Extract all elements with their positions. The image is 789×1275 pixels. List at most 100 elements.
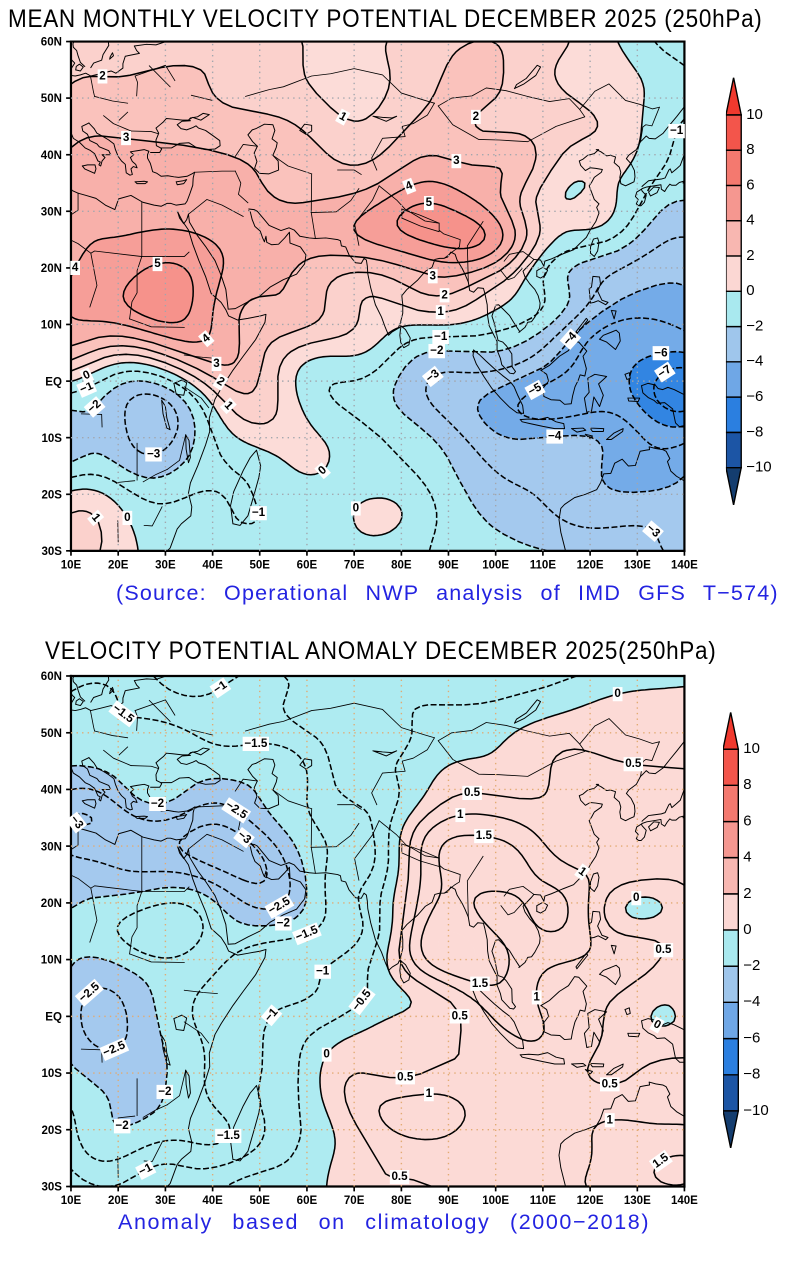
svg-text:−1: −1 xyxy=(78,379,96,396)
svg-text:−4: −4 xyxy=(548,430,562,443)
svg-text:0: 0 xyxy=(353,502,359,515)
svg-text:60N: 60N xyxy=(41,671,62,683)
svg-text:10: 10 xyxy=(743,740,760,757)
svg-text:1: 1 xyxy=(533,990,540,1003)
svg-text:40E: 40E xyxy=(202,559,223,571)
svg-text:0.5: 0.5 xyxy=(391,1170,408,1183)
svg-text:−1.5: −1.5 xyxy=(217,1129,241,1142)
svg-text:30N: 30N xyxy=(41,206,62,218)
svg-text:70E: 70E xyxy=(344,1195,365,1207)
svg-text:140E: 140E xyxy=(671,1195,698,1207)
svg-text:0: 0 xyxy=(124,511,130,524)
svg-text:90E: 90E xyxy=(438,1195,459,1207)
svg-text:−4: −4 xyxy=(746,353,763,370)
svg-text:6: 6 xyxy=(746,176,754,193)
svg-text:20E: 20E xyxy=(108,1195,129,1207)
svg-text:4: 4 xyxy=(72,261,79,274)
svg-text:20S: 20S xyxy=(41,489,62,501)
svg-text:4: 4 xyxy=(404,178,415,193)
svg-text:−2: −2 xyxy=(115,1119,129,1132)
svg-text:10S: 10S xyxy=(41,1068,62,1080)
svg-text:1: 1 xyxy=(426,1087,433,1100)
svg-text:−7: −7 xyxy=(655,363,673,381)
svg-text:−5: −5 xyxy=(526,380,544,398)
svg-text:50N: 50N xyxy=(41,93,62,105)
svg-text:100E: 100E xyxy=(482,1195,509,1207)
svg-text:−1: −1 xyxy=(434,330,448,343)
svg-text:110E: 110E xyxy=(530,1195,557,1207)
svg-text:30E: 30E xyxy=(155,1195,176,1207)
svg-text:8: 8 xyxy=(746,141,754,158)
svg-text:EQ: EQ xyxy=(45,376,62,388)
svg-text:60N: 60N xyxy=(41,37,62,49)
svg-text:40N: 40N xyxy=(41,150,62,162)
svg-text:1.5: 1.5 xyxy=(472,977,489,990)
svg-text:−2: −2 xyxy=(743,957,760,974)
svg-text:5: 5 xyxy=(154,257,161,270)
svg-text:−8: −8 xyxy=(746,423,763,440)
svg-text:60E: 60E xyxy=(297,1195,318,1207)
svg-text:0: 0 xyxy=(633,891,639,904)
svg-text:−4: −4 xyxy=(743,993,760,1010)
svg-text:4: 4 xyxy=(746,212,754,229)
svg-text:10: 10 xyxy=(746,106,763,123)
svg-text:20S: 20S xyxy=(41,1125,62,1137)
svg-text:20N: 20N xyxy=(41,263,62,275)
svg-text:40E: 40E xyxy=(202,1195,223,1207)
svg-text:5: 5 xyxy=(426,196,433,209)
svg-text:6: 6 xyxy=(743,812,751,829)
svg-text:2: 2 xyxy=(473,110,480,123)
svg-text:80E: 80E xyxy=(391,559,412,571)
svg-text:80E: 80E xyxy=(391,1195,412,1207)
svg-text:−1: −1 xyxy=(670,124,684,137)
svg-text:2: 2 xyxy=(746,247,754,264)
svg-text:0: 0 xyxy=(614,687,620,700)
svg-text:10E: 10E xyxy=(61,559,82,571)
svg-text:3: 3 xyxy=(453,154,460,167)
svg-text:−2: −2 xyxy=(151,797,165,810)
svg-text:120E: 120E xyxy=(577,559,604,571)
svg-text:−1: −1 xyxy=(137,1160,155,1178)
svg-text:50N: 50N xyxy=(41,728,62,740)
svg-text:10N: 10N xyxy=(41,955,62,967)
svg-text:−1: −1 xyxy=(252,506,266,519)
svg-text:30E: 30E xyxy=(155,559,176,571)
svg-text:1: 1 xyxy=(606,1113,613,1126)
svg-text:−6: −6 xyxy=(743,1029,760,1046)
svg-text:2: 2 xyxy=(743,885,751,902)
svg-text:30S: 30S xyxy=(41,546,62,558)
svg-text:90E: 90E xyxy=(438,559,459,571)
svg-text:10S: 10S xyxy=(41,433,62,445)
svg-text:1: 1 xyxy=(457,808,464,821)
svg-text:20N: 20N xyxy=(41,898,62,910)
svg-text:−1: −1 xyxy=(316,965,330,978)
svg-text:100E: 100E xyxy=(482,559,509,571)
svg-text:−1.5: −1.5 xyxy=(244,737,268,750)
svg-text:0.5: 0.5 xyxy=(397,1070,414,1083)
svg-text:0: 0 xyxy=(743,921,751,938)
svg-text:0.5: 0.5 xyxy=(452,1009,469,1022)
svg-text:0: 0 xyxy=(323,1048,329,1061)
svg-text:2: 2 xyxy=(99,69,106,82)
svg-text:1.5: 1.5 xyxy=(476,829,493,842)
svg-text:3: 3 xyxy=(123,131,130,144)
svg-text:3: 3 xyxy=(213,357,220,370)
svg-text:30N: 30N xyxy=(41,841,62,853)
svg-text:EQ: EQ xyxy=(45,1012,62,1024)
svg-text:10E: 10E xyxy=(61,1195,82,1207)
svg-text:120E: 120E xyxy=(577,1195,604,1207)
svg-text:8: 8 xyxy=(743,776,751,793)
svg-text:−2: −2 xyxy=(746,317,763,334)
svg-text:−8: −8 xyxy=(743,1066,760,1083)
svg-text:0.5: 0.5 xyxy=(625,757,642,770)
svg-text:10N: 10N xyxy=(41,320,62,332)
svg-text:−3: −3 xyxy=(147,448,161,461)
svg-text:50E: 50E xyxy=(249,1195,270,1207)
svg-text:110E: 110E xyxy=(530,559,557,571)
svg-text:0: 0 xyxy=(746,282,754,299)
svg-text:0: 0 xyxy=(651,1017,663,1032)
svg-text:4: 4 xyxy=(743,849,751,866)
svg-text:130E: 130E xyxy=(624,559,651,571)
svg-text:−10: −10 xyxy=(743,1102,768,1119)
svg-text:3: 3 xyxy=(430,269,437,282)
